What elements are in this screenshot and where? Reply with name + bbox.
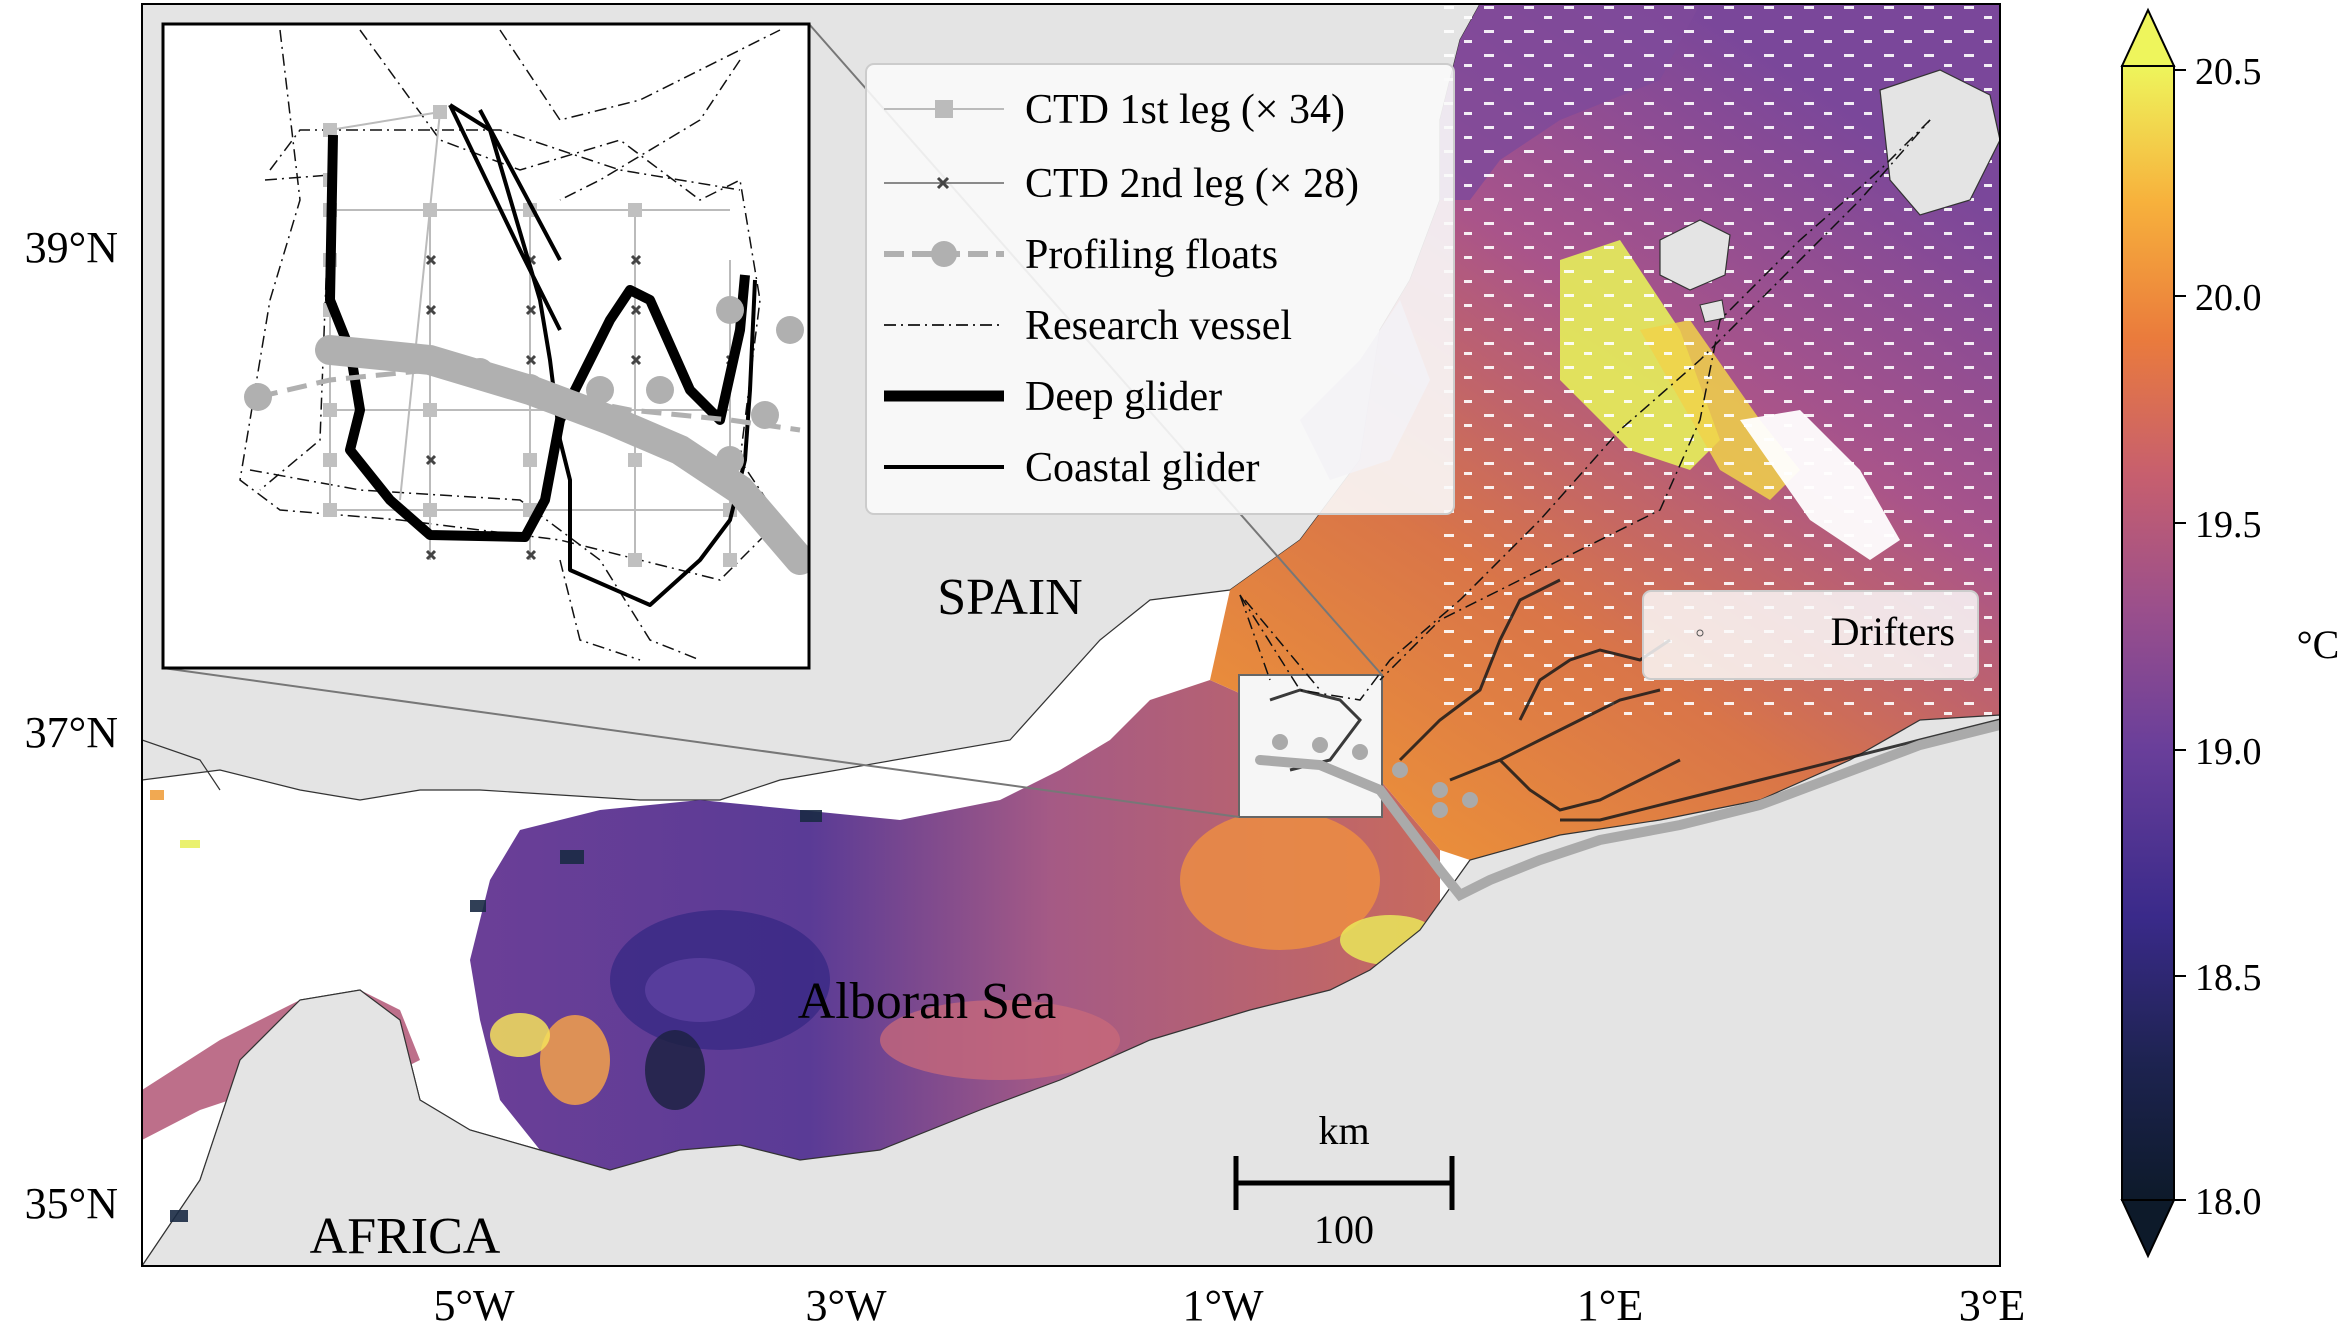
lon-axis: 5°W 3°W 1°W 1°E 3°E: [433, 1281, 2025, 1330]
lon-label-3e: 3°E: [1959, 1281, 2025, 1330]
legend-box: [865, 63, 1455, 515]
colorbar-top-arrow: [2120, 7, 2176, 67]
sst-strait-warm: [490, 1013, 550, 1057]
lat-label-35: 35°N: [25, 1179, 118, 1228]
legend-item-deep-glider: Deep glider: [884, 374, 1222, 420]
lon-label-3w: 3°W: [805, 1281, 887, 1330]
colorbar: 20.5 20.0 19.5 19.0 18.5 18.0 °C: [2120, 7, 2340, 1259]
legend-label-coastal-glider: Coastal glider: [1025, 445, 1259, 491]
colorbar-tick-18-0: 18.0: [2195, 1181, 2262, 1223]
legend-item-coastal-glider: Coastal glider: [884, 445, 1259, 491]
inset-floats-markers: [244, 296, 804, 474]
legend: CTD 1st leg (× 34) CTD 2nd leg (× 28) Pr…: [865, 63, 1455, 515]
colorbar-unit: °C: [2297, 622, 2340, 667]
legend-label-floats: Profiling floats: [1025, 232, 1278, 278]
lon-label-1e: 1°E: [1577, 1281, 1643, 1330]
label-africa: AFRICA: [310, 1208, 501, 1265]
sst-warm-patch: [540, 1015, 610, 1105]
inset-connector-lower: [162, 667, 1240, 818]
inset-coastal-glider: [448, 103, 757, 607]
research-vessel-track: [1239, 119, 1931, 701]
legend-label-ctd-2nd: CTD 2nd leg (× 28): [1025, 161, 1359, 207]
colorbar-gradient: [2121, 65, 2175, 1201]
sst-strait-dark: [645, 1030, 705, 1110]
colorbar-tick-19-5: 19.5: [2195, 504, 2262, 546]
spain-coast-west: [142, 739, 221, 791]
colorbar-tick-20-0: 20.0: [2195, 277, 2262, 319]
lat-label-37: 37°N: [25, 708, 118, 757]
legend-item-floats: Profiling floats: [884, 232, 1278, 278]
lon-label-1w: 1°W: [1182, 1281, 1264, 1330]
africa-coast: [142, 714, 2000, 1266]
lat-axis: 39°N 37°N 35°N: [25, 223, 118, 1228]
label-spain: SPAIN: [937, 569, 1083, 626]
legend-label-vessel: Research vessel: [1025, 303, 1292, 349]
colorbar-tick-20-5: 20.5: [2195, 51, 2262, 93]
inset-panel: [161, 22, 811, 670]
floats-markers: [1272, 734, 1478, 818]
inset-ctd-1st-markers: [323, 105, 737, 567]
drifters-label: Drifters: [1831, 609, 1955, 654]
legend-label-deep-glider: Deep glider: [1025, 374, 1222, 420]
label-alboran-sea: Alboran Sea: [798, 973, 1056, 1030]
floats-track-main: [1255, 720, 2000, 902]
legend-label-ctd-1st: CTD 1st leg (× 34): [1025, 87, 1345, 133]
sst-warm-south: [880, 1000, 1120, 1080]
sst-warm-east: [1180, 810, 1380, 950]
lon-label-5w: 5°W: [433, 1281, 515, 1330]
island-ibiza: [1659, 219, 1731, 291]
colorbar-tick-19-0: 19.0: [2195, 731, 2262, 773]
lat-label-39: 39°N: [25, 223, 118, 272]
colorbar-ticks: [2174, 69, 2186, 1201]
legend-item-ctd-2nd: CTD 2nd leg (× 28): [884, 161, 1359, 207]
colorbar-tick-18-5: 18.5: [2195, 957, 2262, 999]
island-formentera: [1699, 299, 1726, 323]
colorbar-bottom-arrow: [2120, 1199, 2176, 1259]
scalebar-unit: km: [1318, 1108, 1369, 1153]
scalebar-value: 100: [1314, 1207, 1374, 1252]
drifters-legend-box: [1642, 590, 1979, 680]
scalebar: km 100: [1233, 1108, 1455, 1252]
inset-frame: [161, 22, 811, 670]
legend-item-ctd-1st: CTD 1st leg (× 34): [884, 87, 1345, 133]
sst-gyre-core: [645, 958, 755, 1022]
drifters-legend: Drifters: [1642, 590, 1979, 680]
inset-deep-glider: [325, 134, 750, 542]
island-mallorca: [1879, 69, 2000, 216]
map-frame: [141, 3, 2001, 1267]
sst-strait-pixels: [150, 790, 822, 1222]
legend-item-vessel: Research vessel: [884, 303, 1292, 349]
